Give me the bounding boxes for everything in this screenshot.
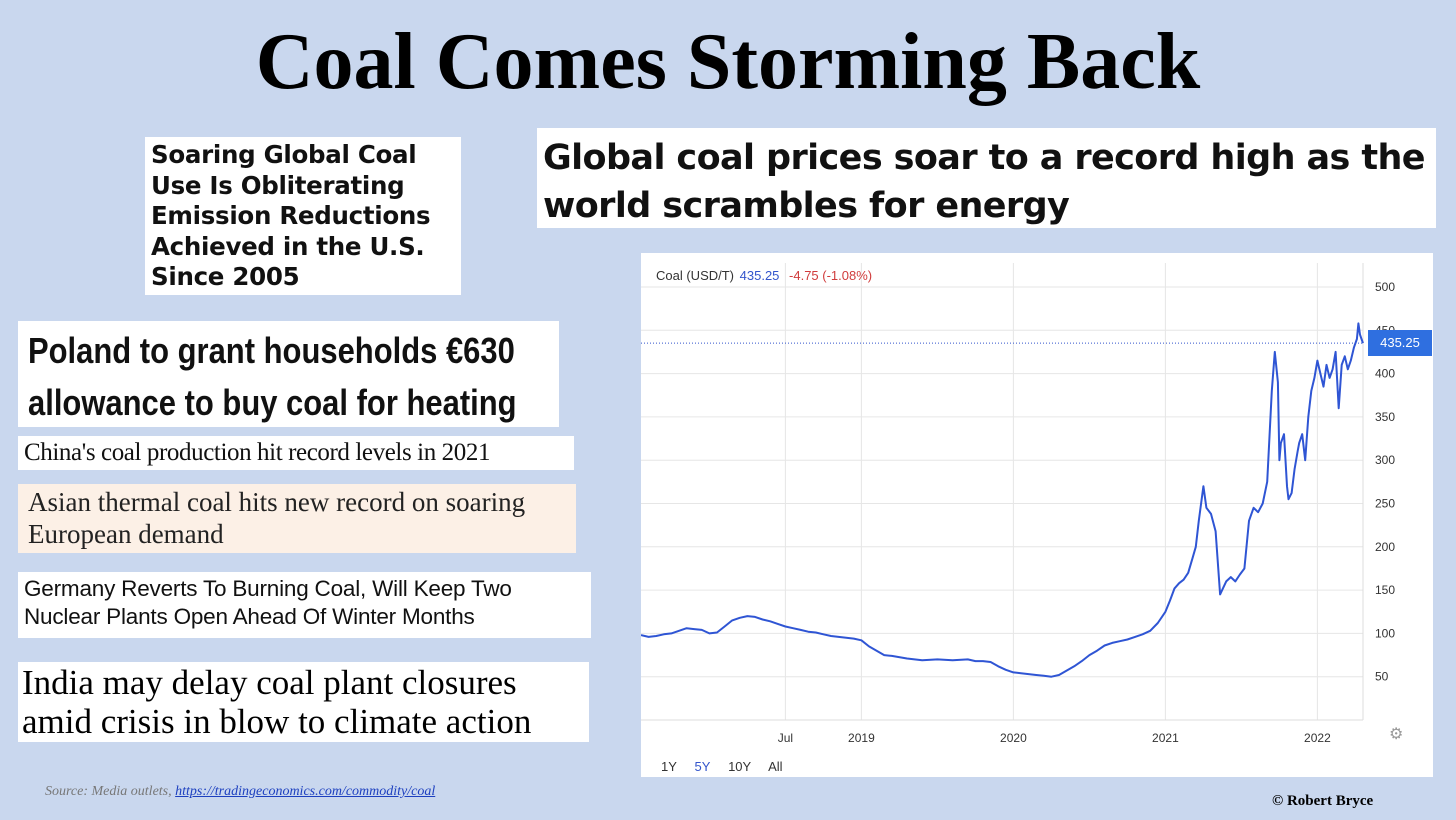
headline-line: Asian thermal coal hits new record on so… <box>28 487 526 517</box>
headline-line: Since 2005 <box>151 262 300 291</box>
headline-line: world scrambles for energy <box>543 186 1070 226</box>
headline-line: Global coal prices soar to a record high… <box>543 138 1426 178</box>
x-tick-label: 2022 <box>1304 731 1331 745</box>
headline-line: allowance to buy coal for heating <box>28 382 517 423</box>
y-tick-label: 50 <box>1375 670 1389 684</box>
y-tick-label: 300 <box>1375 453 1395 467</box>
page-title: Coal Comes Storming Back <box>255 18 1201 106</box>
copyright: © Robert Bryce <box>1272 793 1374 809</box>
y-tick-label: 350 <box>1375 410 1395 424</box>
headline-line: Emission Reductions <box>151 201 431 230</box>
headline-global-coal-prices: Global coal prices soar to a record high… <box>537 128 1436 228</box>
range-button-all[interactable]: All <box>768 759 783 774</box>
headline-line: Use Is Obliterating <box>151 170 405 200</box>
headline-line: Poland to grant households €630 <box>28 330 515 371</box>
series-line <box>641 322 1364 678</box>
y-tick-label: 500 <box>1375 280 1395 294</box>
y-tick-label: 250 <box>1375 497 1395 511</box>
y-tick-label: 200 <box>1375 540 1395 554</box>
last-value: 435.25 <box>739 268 780 283</box>
headline-line: amid crisis in blow to climate action <box>22 702 532 741</box>
headline-line: Germany Reverts To Burning Coal, Will Ke… <box>24 576 512 601</box>
headline-line: India may delay coal plant closures <box>22 663 517 702</box>
headline-soaring-coal-use: Soaring Global Coal Use Is Obliterating … <box>145 137 461 295</box>
headline-line: Achieved in the U.S. <box>151 231 425 261</box>
x-tick-label: Jul <box>778 731 793 745</box>
range-button-10y[interactable]: 10Y <box>728 759 752 774</box>
range-button-1y[interactable]: 1Y <box>661 759 677 774</box>
headline-asian-thermal-coal: Asian thermal coal hits new record on so… <box>18 484 576 553</box>
coal-price-chart: 50100150200250300350400450500Jul20192020… <box>641 253 1433 777</box>
series-label: Coal (USD/T) <box>656 268 735 283</box>
headline-india-coal-plants: India may delay coal plant closures amid… <box>18 662 589 742</box>
gear-icon[interactable]: ⚙ <box>1389 726 1404 743</box>
y-tick-label: 100 <box>1375 626 1395 640</box>
headline-germany-coal: Germany Reverts To Burning Coal, Will Ke… <box>18 572 591 638</box>
source-link[interactable]: https://tradingeconomics.com/commodity/c… <box>175 784 436 799</box>
y-tick-label: 400 <box>1375 367 1395 381</box>
chart-canvas: 50100150200250300350400450500Jul20192020… <box>641 263 1395 745</box>
y-tick-label: 150 <box>1375 583 1395 597</box>
x-tick-label: 2020 <box>1000 731 1027 745</box>
x-tick-label: 2021 <box>1152 731 1179 745</box>
headline-china-production: China's coal production hit record level… <box>18 436 574 470</box>
x-tick-label: 2019 <box>848 731 875 745</box>
range-button-5y[interactable]: 5Y <box>694 759 711 774</box>
chart-legend: Coal (USD/T) 435.25 -4.75 (-1.08%) <box>656 268 872 283</box>
headline-line: Soaring Global Coal <box>151 140 417 169</box>
headline-line: European demand <box>28 519 224 549</box>
headline-line: Nuclear Plants Open Ahead Of Winter Mont… <box>24 604 475 629</box>
range-selector: 1Y 5Y 10Y All <box>661 759 797 774</box>
current-price-tag: 435.25 <box>1368 330 1432 357</box>
price-change: -4.75 (-1.08%) <box>789 268 873 283</box>
source-prefix: Source: Media outlets, <box>45 784 176 799</box>
source-note: Source: Media outlets, https://tradingec… <box>45 784 435 800</box>
headline-poland-allowance: Poland to grant households €630 allowanc… <box>18 321 559 427</box>
